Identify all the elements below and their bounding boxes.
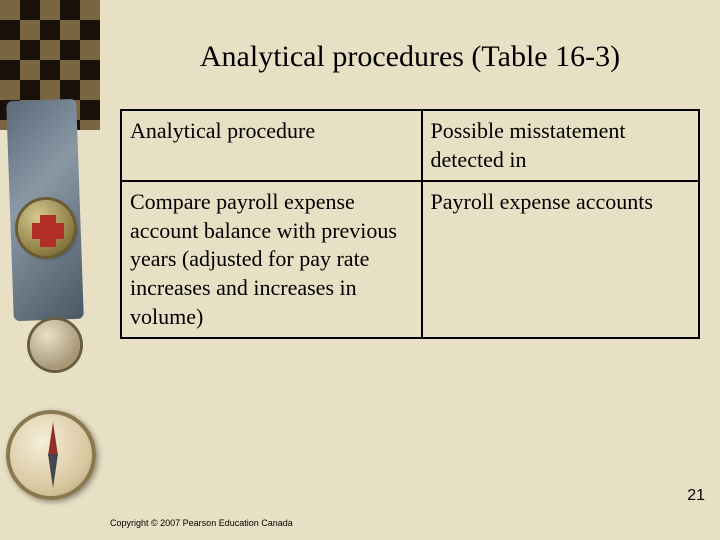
table-header-row: Analytical procedure Possible misstateme… [121, 110, 699, 181]
page-number: 21 [687, 487, 705, 505]
decorative-sidebar [0, 0, 100, 540]
table-row: Compare payroll expense account balance … [121, 181, 699, 338]
cross-graphic [40, 215, 56, 247]
compass-graphic [6, 410, 96, 500]
procedures-table: Analytical procedure Possible misstateme… [120, 109, 700, 339]
pocketwatch-graphic [30, 320, 80, 370]
slide-title: Analytical procedures (Table 16-3) [120, 40, 700, 74]
slide-content: Analytical procedures (Table 16-3) Analy… [100, 0, 720, 540]
table-header-cell: Possible misstatement detected in [422, 110, 699, 181]
table-cell: Compare payroll expense account balance … [121, 181, 422, 338]
table-header-cell: Analytical procedure [121, 110, 422, 181]
copyright-text: Copyright © 2007 Pearson Education Canad… [110, 518, 293, 528]
table-cell: Payroll expense accounts [422, 181, 699, 338]
